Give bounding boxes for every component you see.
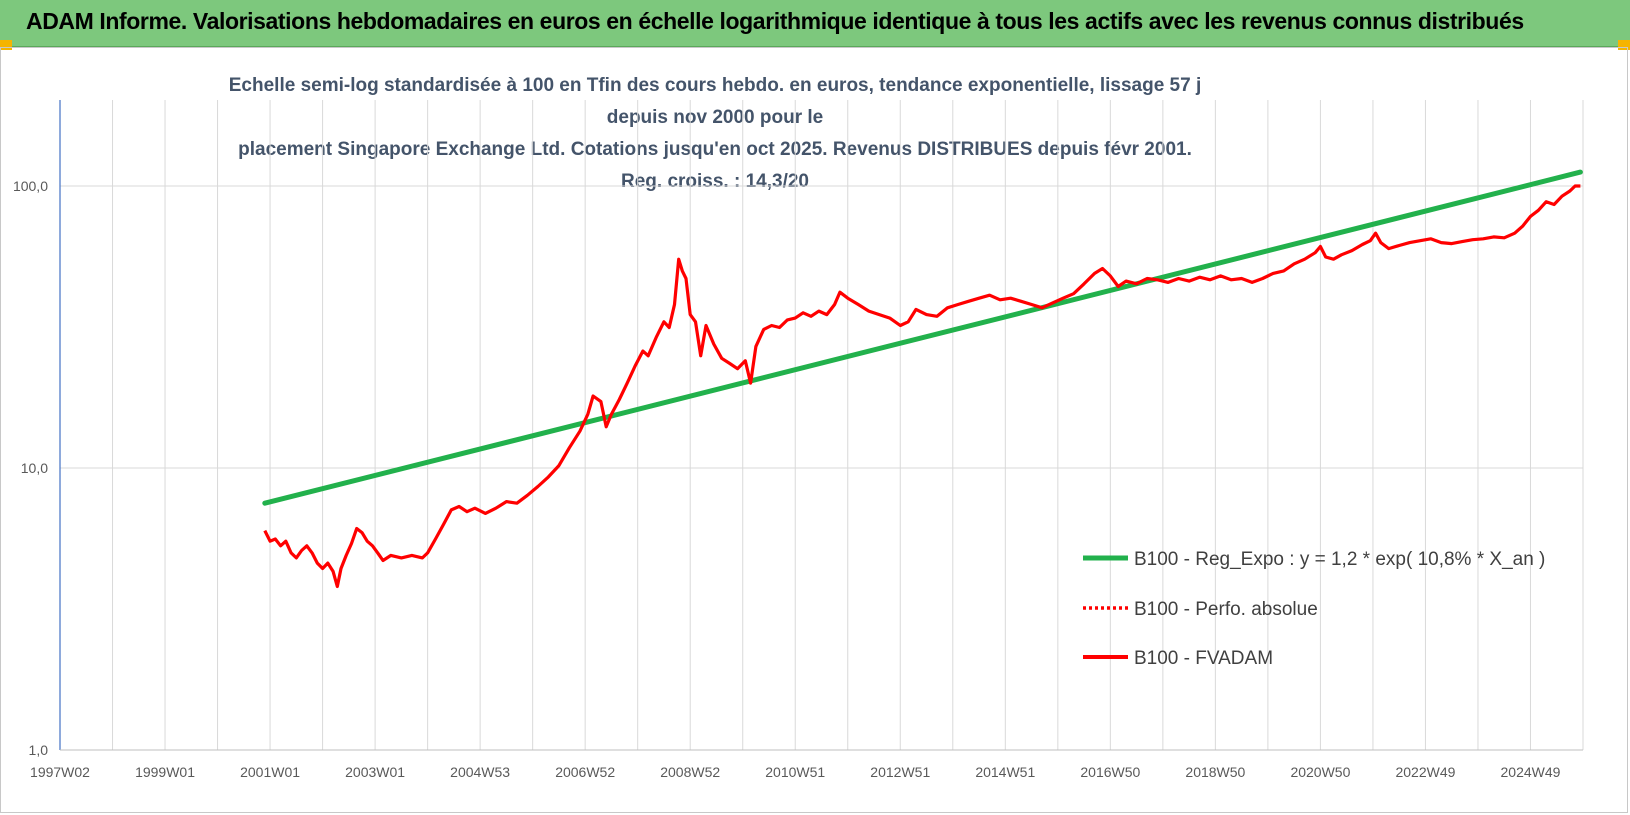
y-tick-label: 10,0	[21, 460, 48, 476]
x-tick-label: 2001W01	[240, 764, 300, 780]
x-tick-label: 2012W51	[870, 764, 930, 780]
x-tick-label: 2014W51	[975, 764, 1035, 780]
chart-frame	[0, 47, 1628, 813]
legend-label: B100 - Reg_Expo : y = 1,2 * exp( 10,8% *…	[1134, 549, 1545, 570]
x-tick-label: 2024W49	[1501, 764, 1561, 780]
x-tick-label: 1997W02	[30, 764, 90, 780]
y-tick-label: 100,0	[13, 178, 48, 194]
legend-label: B100 - Perfo. absolue	[1134, 599, 1318, 620]
series-line-fvadam	[263, 184, 1581, 589]
corner-marker-left	[0, 40, 12, 50]
banner-title: ADAM Informe. Valorisations hebdomadaire…	[26, 8, 1524, 34]
corner-marker-right	[1618, 40, 1630, 50]
y-tick-label: 1,0	[29, 742, 49, 758]
chart-title-line-1: Echelle semi-log standardisée à 100 en T…	[228, 75, 1202, 128]
chart-title: Echelle semi-log standardisée à 100 en T…	[215, 70, 1215, 198]
x-tick-label: 2022W49	[1395, 764, 1455, 780]
series-line-reg-expo	[262, 169, 1583, 506]
x-tick-label: 2018W50	[1185, 764, 1245, 780]
x-tick-label: 2010W51	[765, 764, 825, 780]
chart-title-line-2: placement Singapore Exchange Ltd. Cotati…	[238, 139, 1192, 192]
banner: ADAM Informe. Valorisations hebdomadaire…	[0, 0, 1630, 47]
x-tick-label: 1999W01	[135, 764, 195, 780]
x-tick-label: 2016W50	[1080, 764, 1140, 780]
x-tick-label: 2020W50	[1290, 764, 1350, 780]
x-tick-label: 2006W52	[555, 764, 615, 780]
x-tick-label: 2004W53	[450, 764, 510, 780]
legend-label: B100 - FVADAM	[1134, 648, 1273, 669]
x-tick-label: 2008W52	[660, 764, 720, 780]
x-tick-label: 2003W01	[345, 764, 405, 780]
